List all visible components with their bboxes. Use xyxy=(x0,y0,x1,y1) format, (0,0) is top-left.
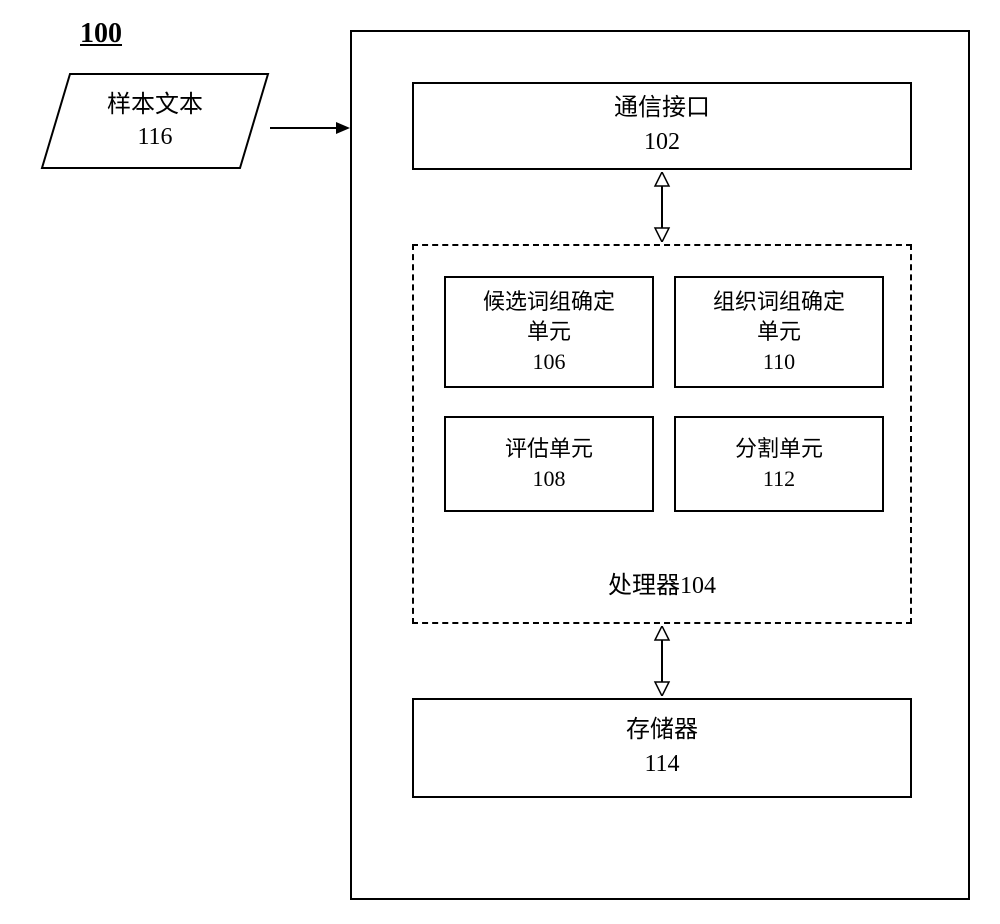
unit-evaluation: 评估单元 108 xyxy=(444,416,654,512)
input-block: 样本文本 116 xyxy=(40,72,270,170)
unit-ref: 112 xyxy=(763,464,795,494)
system-container: 通信接口 102 候选词组确定单元 106 组织词组确定单元 110 评估单元 … xyxy=(350,30,970,900)
input-ref: 116 xyxy=(137,121,172,153)
unit-label: 组织词组确定单元 xyxy=(713,287,845,346)
unit-ref: 108 xyxy=(533,464,566,494)
unit-ref: 106 xyxy=(533,347,566,377)
storage-label: 存储器 xyxy=(626,714,698,748)
storage-ref: 114 xyxy=(644,748,679,782)
arrow-comm-proc xyxy=(652,172,672,242)
unit-label: 分割单元 xyxy=(735,434,823,464)
comm-ref: 102 xyxy=(644,126,680,160)
figure-number-label: 100 xyxy=(80,18,122,50)
input-block-text: 样本文本 116 xyxy=(40,72,270,170)
storage-block: 存储器 114 xyxy=(412,698,912,798)
arrow-input-to-comm xyxy=(270,118,350,138)
system-diagram: 100 样本文本 116 通信接口 102 候选词组确定单元 xyxy=(0,0,1000,924)
processor-label: 处理器104 xyxy=(414,565,910,600)
unit-segmentation: 分割单元 112 xyxy=(674,416,884,512)
unit-org-phrase: 组织词组确定单元 110 xyxy=(674,276,884,388)
unit-ref: 110 xyxy=(763,347,795,377)
comm-label: 通信接口 xyxy=(614,92,710,126)
unit-label: 评估单元 xyxy=(505,434,593,464)
unit-candidate-phrase: 候选词组确定单元 106 xyxy=(444,276,654,388)
processor-block: 候选词组确定单元 106 组织词组确定单元 110 评估单元 108 分割单元 … xyxy=(412,244,912,624)
arrow-proc-storage xyxy=(652,626,672,696)
comm-interface-block: 通信接口 102 xyxy=(412,82,912,170)
unit-label: 候选词组确定单元 xyxy=(483,287,615,346)
input-label: 样本文本 xyxy=(107,89,203,121)
